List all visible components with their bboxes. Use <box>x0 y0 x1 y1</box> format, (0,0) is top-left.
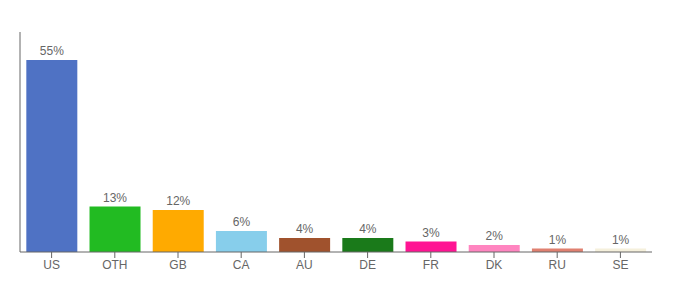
svg-text:DK: DK <box>486 258 503 272</box>
svg-text:2%: 2% <box>486 229 504 243</box>
svg-text:1%: 1% <box>549 233 567 247</box>
svg-text:GB: GB <box>169 258 186 272</box>
svg-text:RU: RU <box>549 258 566 272</box>
svg-text:13%: 13% <box>103 191 127 205</box>
svg-text:1%: 1% <box>612 233 630 247</box>
svg-text:AU: AU <box>296 258 313 272</box>
svg-text:3%: 3% <box>422 226 440 240</box>
svg-text:6%: 6% <box>233 215 251 229</box>
svg-text:FR: FR <box>423 258 439 272</box>
svg-text:4%: 4% <box>296 222 314 236</box>
svg-text:55%: 55% <box>40 44 64 58</box>
svg-text:DE: DE <box>359 258 376 272</box>
svg-text:4%: 4% <box>359 222 377 236</box>
svg-text:OTH: OTH <box>102 258 127 272</box>
svg-text:12%: 12% <box>166 194 190 208</box>
svg-text:US: US <box>43 258 60 272</box>
svg-text:SE: SE <box>612 258 628 272</box>
svg-text:CA: CA <box>233 258 250 272</box>
